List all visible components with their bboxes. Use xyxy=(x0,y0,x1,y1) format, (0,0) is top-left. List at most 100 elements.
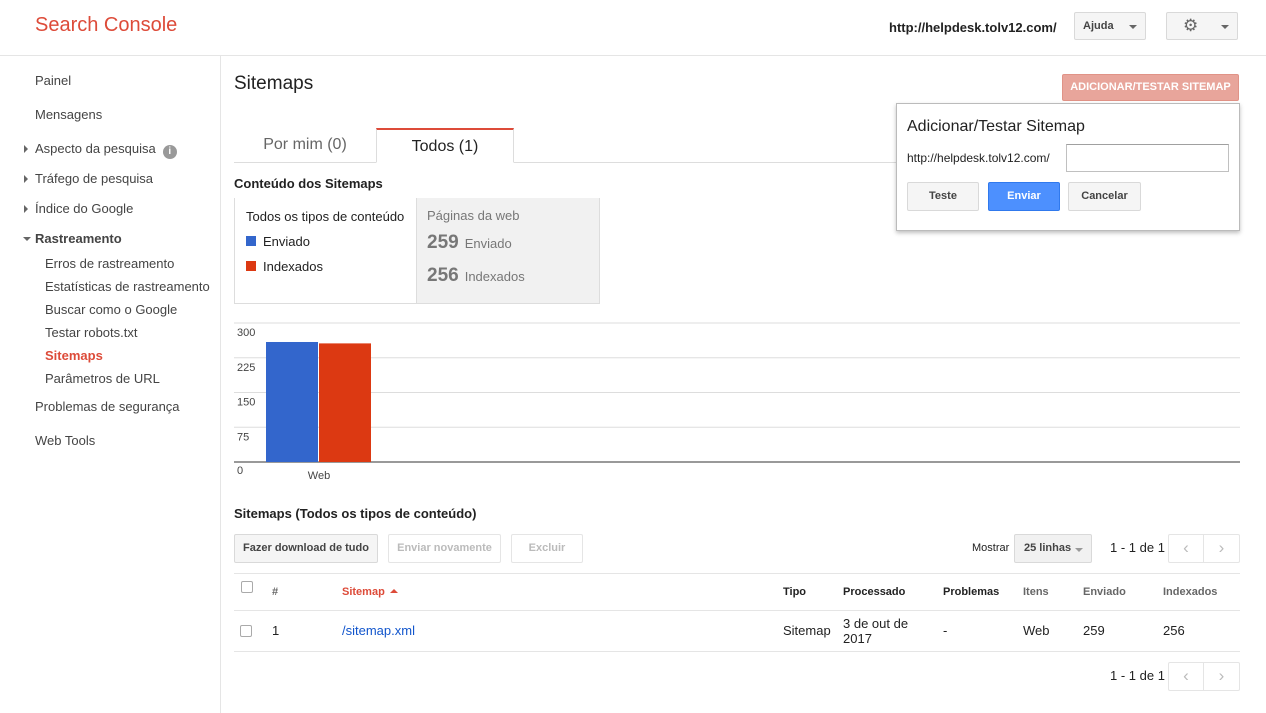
sidebar-item-fetch-as-google[interactable]: Buscar como o Google xyxy=(45,302,178,317)
tab-by-me[interactable]: Por mim (0) xyxy=(263,136,347,153)
sitemap-link[interactable]: /sitemap.xml xyxy=(342,623,415,638)
sitemap-url-prefix: http://helpdesk.tolv12.com/ xyxy=(907,151,1050,165)
column-header-indexed[interactable]: Indexados xyxy=(1163,586,1218,598)
column-header-type[interactable]: Tipo xyxy=(783,586,807,598)
sidebar-item-search-appearance[interactable]: Aspecto da pesquisa i xyxy=(35,141,177,159)
column-header-num: # xyxy=(272,586,279,598)
chart-bar-indexados xyxy=(319,343,371,462)
download-all-button[interactable]: Fazer download de tudo xyxy=(234,534,378,563)
sort-ascending-icon xyxy=(389,589,398,593)
row-num: 1 xyxy=(272,623,280,638)
chart-y-tick-label: 225 xyxy=(237,362,255,374)
pagination-status-bottom: 1 - 1 de 1 xyxy=(1110,668,1165,683)
web-pages-summary[interactable]: Páginas da web 259 Enviado 256 Indexados xyxy=(416,198,600,304)
chevron-right-icon[interactable] xyxy=(24,145,28,153)
sidebar-item-crawl[interactable]: Rastreamento xyxy=(35,231,122,246)
submit-button[interactable]: Enviar xyxy=(988,182,1060,211)
app-logo[interactable]: Search Console xyxy=(35,14,178,36)
pagination-status: 1 - 1 de 1 xyxy=(1110,540,1165,555)
sidebar-item-crawl-stats[interactable]: Estatísticas de rastreamento xyxy=(45,279,210,294)
table-section-title: Sitemaps (Todos os tipos de conteúdo) xyxy=(234,506,477,521)
tab-all[interactable]: Todos (1) xyxy=(376,128,514,163)
column-header-processed[interactable]: Processado xyxy=(843,586,906,598)
help-button[interactable]: Ajuda xyxy=(1074,12,1146,40)
tabs-divider xyxy=(234,162,896,163)
column-header-sitemap[interactable]: Sitemap xyxy=(342,586,398,598)
row-indexed: 256 xyxy=(1163,623,1185,638)
add-sitemap-dialog: Adicionar/Testar Sitemap http://helpdesk… xyxy=(896,103,1240,231)
sidebar-item-url-parameters[interactable]: Parâmetros de URL xyxy=(45,371,160,386)
sidebar-item-robots-tester[interactable]: Testar robots.txt xyxy=(45,325,138,340)
resubmit-button[interactable]: Enviar novamente xyxy=(388,534,501,563)
chart-bar-enviado xyxy=(266,341,318,462)
rows-per-page-value: 25 linhas xyxy=(1024,542,1072,554)
row-issues: - xyxy=(943,623,948,638)
sitemap-url-input[interactable] xyxy=(1066,144,1229,172)
delete-button[interactable]: Excluir xyxy=(511,534,583,563)
legend-label-indexed: Indexados xyxy=(263,259,323,274)
chevron-down-icon xyxy=(1221,25,1229,29)
sidebar-item-security-issues[interactable]: Problemas de segurança xyxy=(35,399,180,414)
content-section-title: Conteúdo dos Sitemaps xyxy=(234,176,383,191)
dialog-title: Adicionar/Testar Sitemap xyxy=(907,118,1085,135)
sidebar-item-messages[interactable]: Mensagens xyxy=(35,107,103,122)
cancel-button[interactable]: Cancelar xyxy=(1068,182,1141,211)
gear-icon: ⚙ xyxy=(1183,16,1199,35)
row-type: Sitemap xyxy=(783,623,831,638)
row-checkbox[interactable] xyxy=(240,625,252,637)
table-header-border xyxy=(234,610,1240,611)
row-submitted: 259 xyxy=(1083,623,1105,638)
site-selector[interactable]: http://helpdesk.tolv12.com/ xyxy=(889,20,1057,35)
top-header: Search Console http://helpdesk.tolv12.co… xyxy=(0,0,1266,56)
web-indexed-label: Indexados xyxy=(464,269,525,284)
chevron-right-icon[interactable] xyxy=(24,205,28,213)
sidebar-item-web-tools[interactable]: Web Tools xyxy=(35,433,96,448)
sidebar-item-crawl-errors[interactable]: Erros de rastreamento xyxy=(45,256,175,271)
chevron-right-icon[interactable] xyxy=(24,175,28,183)
next-page-button-bottom[interactable]: › xyxy=(1204,662,1240,691)
rows-per-page-label: Mostrar xyxy=(972,542,1010,554)
help-button-label: Ajuda xyxy=(1083,20,1114,32)
row-processed-year: 2017 xyxy=(843,631,872,646)
add-test-sitemap-button[interactable]: ADICIONAR/TESTAR SITEMAP xyxy=(1062,74,1239,101)
test-button[interactable]: Teste xyxy=(907,182,979,211)
web-pages-heading: Páginas da web xyxy=(427,208,520,223)
column-header-items[interactable]: Itens xyxy=(1023,586,1049,598)
legend-item-submitted: Enviado xyxy=(246,234,310,249)
chart-y-tick-label: 300 xyxy=(237,327,255,339)
prev-page-button-bottom[interactable]: ‹ xyxy=(1168,662,1204,691)
rows-per-page-select[interactable]: 25 linhas xyxy=(1014,534,1092,563)
chart-y-tick-label: 75 xyxy=(237,431,249,443)
legend-label-submitted: Enviado xyxy=(263,234,310,249)
next-page-button[interactable]: › xyxy=(1204,534,1240,563)
chart-y-tick-label: 150 xyxy=(237,397,255,409)
web-submitted-label: Enviado xyxy=(464,236,512,251)
web-submitted-stat: 259 Enviado xyxy=(427,232,512,254)
chevron-down-icon xyxy=(1129,25,1137,29)
chevron-down-icon xyxy=(1075,548,1083,552)
chevron-down-icon[interactable] xyxy=(23,237,31,241)
select-all-checkbox[interactable] xyxy=(241,581,253,593)
column-header-issues[interactable]: Problemas xyxy=(943,586,1000,598)
content-type-legend[interactable]: Todos os tipos de conteúdo Enviado Index… xyxy=(234,198,416,304)
chart-y-tick-label: 0 xyxy=(237,465,243,477)
web-indexed-count: 256 xyxy=(427,265,459,286)
table-bottom-border xyxy=(234,651,1240,652)
sidebar xyxy=(0,56,221,713)
info-icon[interactable]: i xyxy=(162,145,177,159)
sidebar-item-sitemaps[interactable]: Sitemaps xyxy=(45,348,103,363)
chart-x-tick-label: Web xyxy=(308,470,330,482)
sidebar-item-search-traffic[interactable]: Tráfego de pesquisa xyxy=(35,171,154,186)
sidebar-item-google-index[interactable]: Índice do Google xyxy=(35,201,134,216)
legend-swatch-submitted xyxy=(246,236,256,246)
prev-page-button[interactable]: ‹ xyxy=(1168,534,1204,563)
sidebar-item-dashboard[interactable]: Painel xyxy=(35,73,72,88)
sitemap-bar-chart: 300 225 150 75 0 Web xyxy=(234,322,1240,482)
web-submitted-count: 259 xyxy=(427,232,459,253)
column-header-submitted[interactable]: Enviado xyxy=(1083,586,1126,598)
row-processed-date: 3 de out de xyxy=(843,616,909,631)
settings-button[interactable]: ⚙ xyxy=(1166,12,1238,40)
legend-item-indexed: Indexados xyxy=(246,259,323,274)
legend-heading: Todos os tipos de conteúdo xyxy=(246,209,405,224)
table-top-border xyxy=(234,573,1240,574)
